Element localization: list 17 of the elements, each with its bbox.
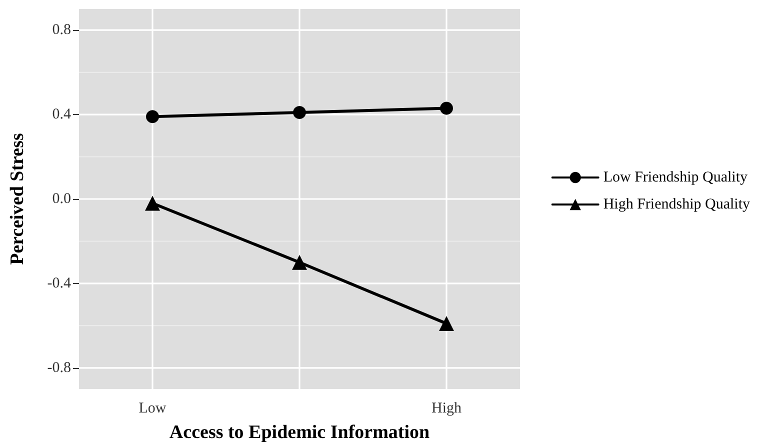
point: [293, 106, 306, 119]
y-tick-label: 0.0: [52, 191, 71, 207]
x-axis-title: Access to Epidemic Information: [169, 422, 430, 443]
x-tick-label: High: [432, 400, 462, 416]
y-axis-title: Perceived Stress: [7, 133, 28, 265]
point: [145, 196, 160, 211]
point: [146, 110, 159, 124]
y-tick-label: -0.8: [47, 360, 71, 376]
x-tick-label: Low: [138, 400, 166, 416]
legend-label: High Friendship Quality: [603, 196, 750, 212]
point: [292, 254, 307, 270]
y-tick-label: -0.4: [47, 275, 72, 292]
y-tick-label: 0.4: [52, 106, 72, 123]
legend-label: Low Friendship Quality: [603, 170, 748, 186]
point: [439, 316, 454, 332]
y-tick-label: 0.8: [52, 22, 71, 38]
point: [440, 102, 453, 115]
